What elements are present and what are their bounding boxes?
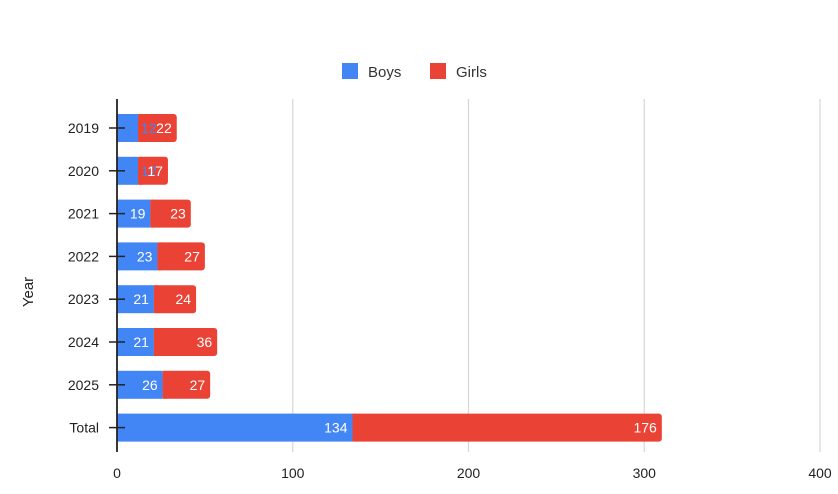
- bar-girls: [157, 242, 205, 271]
- data-label-boys: 26: [142, 377, 158, 393]
- data-label-girls: 17: [147, 163, 163, 179]
- data-label-boys: 134: [324, 420, 348, 436]
- data-label-boys: 21: [133, 291, 149, 307]
- data-label-girls: 23: [170, 206, 186, 222]
- x-tick-label: 0: [113, 465, 121, 481]
- y-tick-label: 2019: [68, 120, 99, 136]
- data-label-girls: 27: [184, 248, 200, 264]
- data-label-girls: 27: [190, 377, 206, 393]
- x-tick-label: 300: [633, 465, 657, 481]
- data-label-girls: 22: [156, 120, 172, 136]
- bar-boys: [117, 156, 139, 185]
- legend-label-boys: Boys: [368, 64, 401, 81]
- bar-girls: [138, 114, 177, 142]
- data-label-girls: 24: [176, 291, 192, 307]
- legend-swatch-boys: [342, 63, 358, 79]
- legend-label-girls: Girls: [456, 64, 487, 81]
- y-tick-label: 2023: [68, 291, 99, 307]
- y-tick-label: 2020: [68, 163, 99, 179]
- y-tick-label: Total: [69, 420, 99, 436]
- bar-girls-join: [138, 156, 143, 185]
- data-label-boys: 12: [141, 163, 157, 179]
- bar-girls-join: [150, 199, 155, 228]
- bar-girls-join: [352, 413, 357, 442]
- bar-girls-join: [153, 328, 158, 356]
- bar-girls: [352, 413, 662, 442]
- legend: Boys Girls: [342, 63, 487, 81]
- x-tick-label: 400: [808, 465, 832, 481]
- y-tick-label: 2024: [68, 334, 99, 350]
- data-label-girls: 176: [633, 420, 657, 436]
- bar-girls: [150, 199, 191, 228]
- bar-girls: [162, 370, 211, 399]
- y-axis-title: Year: [20, 277, 37, 307]
- bar-boys: [117, 114, 139, 142]
- x-tick-label: 200: [457, 465, 481, 481]
- data-label-girls: 36: [197, 334, 213, 350]
- legend-swatch-girls: [430, 63, 446, 79]
- bar-girls: [153, 285, 197, 314]
- bar-boys: [117, 413, 353, 442]
- y-tick-label: 2022: [68, 248, 99, 264]
- data-label-boys: 19: [130, 206, 146, 222]
- bar-girls-join: [157, 242, 162, 271]
- y-axis: 2019 2020 2021 2022 2023 2024 2025 Total: [68, 99, 125, 452]
- bar-girls: [153, 328, 218, 356]
- bar-girls-join: [153, 285, 158, 314]
- bar-girls: [138, 156, 168, 185]
- gridlines: [292, 99, 821, 452]
- y-tick-label: 2021: [68, 206, 99, 222]
- data-label-boys: 23: [137, 248, 153, 264]
- data-label-boys: 21: [133, 334, 149, 350]
- bars: [117, 114, 662, 442]
- x-axis: 0 100 200 300 400: [113, 465, 832, 481]
- bar-girls-join: [162, 370, 167, 399]
- y-tick-label: 2025: [68, 377, 99, 393]
- data-label-boys: 12: [141, 120, 157, 136]
- x-tick-label: 100: [281, 465, 305, 481]
- bar-girls-join: [138, 114, 143, 142]
